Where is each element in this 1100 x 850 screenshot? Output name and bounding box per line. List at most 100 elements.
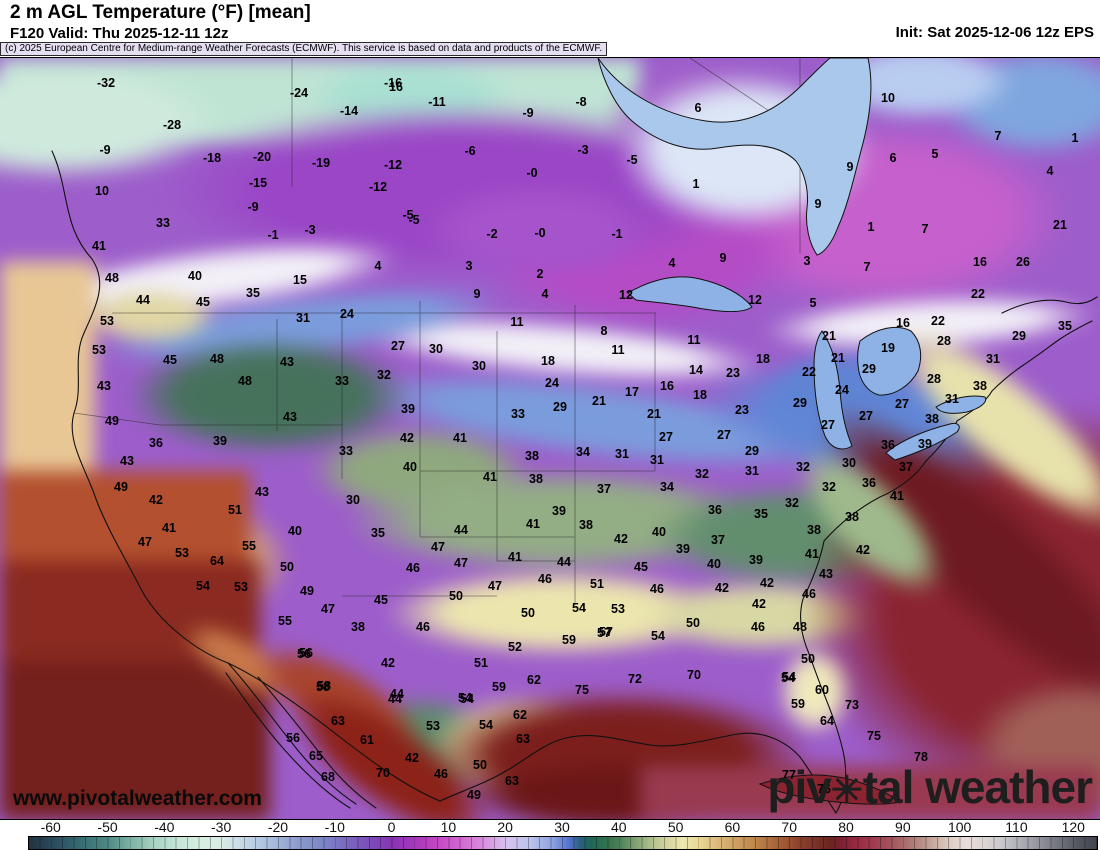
- cuba-island: [758, 774, 902, 805]
- temp-value-label: 32: [785, 496, 799, 510]
- temp-value-label: 47: [431, 540, 445, 554]
- temp-value-label: 58: [316, 680, 330, 694]
- temp-value-label: 31: [615, 447, 629, 461]
- nova-scotia-coastline: [1001, 296, 1098, 314]
- temp-value-label: 70: [376, 766, 390, 780]
- temp-value-label: 43: [283, 410, 297, 424]
- temp-value-label: 27: [821, 418, 835, 432]
- temp-value-label: 5: [809, 296, 817, 310]
- temp-value-label: 56: [286, 731, 300, 745]
- temp-value-label: 38: [525, 449, 539, 463]
- temp-value-label: -3: [577, 143, 589, 157]
- gear-icon: ✳: [830, 770, 863, 812]
- temp-value-label: -9: [522, 106, 534, 120]
- colorbar-tick-label: 90: [895, 819, 911, 835]
- temp-value-label: 44: [390, 687, 404, 701]
- page-title: 2 m AGL Temperature (°F) [mean]: [10, 2, 311, 23]
- temp-value-label: 40: [403, 460, 417, 474]
- temp-value-label: 9: [846, 160, 854, 174]
- temp-value-label: 50: [686, 616, 700, 630]
- colorbar-tick-label: 30: [554, 819, 570, 835]
- temp-value-label: 59: [492, 680, 506, 694]
- temp-value-label: 40: [652, 525, 666, 539]
- temp-value-label: 54: [196, 579, 210, 593]
- temp-value-label: 33: [339, 444, 353, 458]
- temp-value-label: 36: [708, 503, 722, 517]
- temp-value-label: 31: [650, 453, 664, 467]
- temp-value-label: 44: [454, 523, 468, 537]
- temp-value-label: 21: [647, 407, 661, 421]
- temp-value-label: -5: [402, 208, 414, 222]
- temp-value-label: 73: [845, 698, 859, 712]
- temp-value-label: 53: [234, 580, 248, 594]
- temp-value-label: 34: [660, 480, 674, 494]
- temp-value-label: 78: [914, 750, 928, 764]
- temp-value-label: 53: [426, 719, 440, 733]
- temp-value-label: 38: [973, 379, 987, 393]
- temp-value-label: 38: [579, 518, 593, 532]
- temp-value-label: 65: [309, 749, 323, 763]
- temp-value-label: 30: [429, 342, 443, 356]
- temp-value-label: 32: [796, 460, 810, 474]
- temp-value-label: 24: [545, 376, 559, 390]
- temp-value-label: 45: [163, 353, 177, 367]
- temp-value-label: 46: [650, 582, 664, 596]
- temp-value-label: 54: [460, 692, 474, 706]
- temp-value-label: 72: [628, 672, 642, 686]
- temp-value-label: 32: [822, 480, 836, 494]
- temp-value-label: 4: [374, 259, 382, 273]
- temp-value-label: 34: [576, 445, 590, 459]
- temp-value-label: 54: [479, 718, 493, 732]
- temp-value-label: 55: [242, 539, 256, 553]
- temp-value-label: 29: [745, 444, 759, 458]
- temp-value-label: 19: [881, 341, 895, 355]
- temp-value-label: 57: [597, 626, 611, 640]
- colorbar-tick-label: 0: [387, 819, 396, 835]
- temp-value-label: 42: [400, 431, 414, 445]
- temp-value-label: 62: [527, 673, 541, 687]
- temp-value-label: 5: [931, 147, 939, 161]
- temp-value-label: 54: [651, 629, 665, 643]
- temp-value-label: -12: [368, 180, 388, 194]
- temp-value-label: 33: [156, 216, 170, 230]
- temp-value-label: 63: [331, 714, 345, 728]
- colorbar-tick-label: 40: [611, 819, 627, 835]
- temp-value-label: 47: [454, 556, 468, 570]
- temp-value-label: 33: [335, 374, 349, 388]
- temp-value-label: 29: [553, 400, 567, 414]
- temp-value-label: -3: [304, 223, 316, 237]
- temp-value-label: 53: [175, 546, 189, 560]
- temp-value-label: 68: [321, 770, 335, 784]
- temp-value-label: 30: [346, 493, 360, 507]
- temp-value-label: 32: [377, 368, 391, 382]
- colorbar-tick-label: 70: [781, 819, 798, 835]
- temp-field-layer: [770, 636, 860, 746]
- temp-value-label: 3: [465, 259, 473, 273]
- pivotal-weather-logo: piv✳tal weather: [767, 763, 1093, 815]
- temp-value-label: 47: [488, 579, 502, 593]
- temp-value-label: 45: [634, 560, 648, 574]
- colorbar: [28, 836, 1098, 850]
- temp-value-label: 43: [819, 567, 833, 581]
- temp-value-label: 16: [973, 255, 987, 269]
- temp-value-label: -15: [248, 176, 268, 190]
- temp-value-label: 23: [726, 366, 740, 380]
- temp-value-label: 50: [280, 560, 294, 574]
- temp-value-label: 49: [467, 788, 481, 802]
- temp-value-label: 33: [511, 407, 525, 421]
- temp-value-label: 27: [895, 397, 909, 411]
- temp-value-label: -12: [383, 158, 403, 172]
- temp-value-label: 75: [867, 729, 881, 743]
- temp-value-label: 54: [458, 691, 472, 705]
- temp-value-label: 29: [1012, 329, 1026, 343]
- temp-value-label: 30: [472, 359, 486, 373]
- temp-value-label: 2: [536, 267, 544, 281]
- temp-value-label: 12: [619, 288, 633, 302]
- temp-value-label: 6: [889, 151, 897, 165]
- temp-value-label: 40: [288, 524, 302, 538]
- temp-value-label: 49: [105, 414, 119, 428]
- temp-value-label: 4: [1046, 164, 1054, 178]
- temp-value-label: 41: [805, 547, 819, 561]
- temp-value-label: 41: [890, 489, 904, 503]
- temp-value-label: 52: [508, 640, 522, 654]
